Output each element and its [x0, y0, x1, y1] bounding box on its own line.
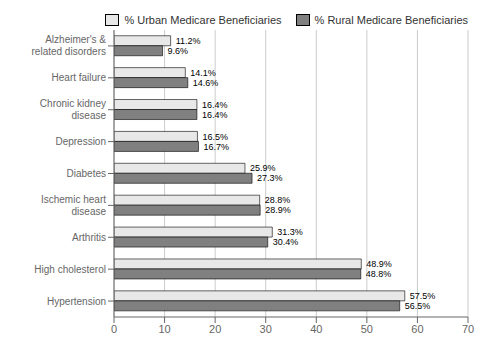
svg-text:25.9%: 25.9%: [250, 163, 276, 173]
svg-text:Diabetes: Diabetes: [67, 168, 106, 179]
svg-text:30.4%: 30.4%: [273, 237, 299, 247]
svg-text:Heart failure: Heart failure: [52, 72, 107, 83]
svg-text:16.7%: 16.7%: [203, 142, 229, 152]
svg-text:Ischemic heartdisease: Ischemic heartdisease: [41, 194, 106, 217]
svg-text:16.4%: 16.4%: [202, 100, 228, 110]
html-text:% Rural Medicare Beneficiaries: % Rural Medicare Beneficiaries: [314, 14, 468, 26]
svg-text:27.3%: 27.3%: [257, 173, 283, 183]
svg-text:Chronic kidneydisease: Chronic kidneydisease: [40, 98, 107, 121]
svg-text:11.2%: 11.2%: [176, 36, 201, 46]
svg-text:10: 10: [158, 323, 170, 335]
svg-text:31.3%: 31.3%: [277, 227, 303, 237]
svg-text:14.1%: 14.1%: [190, 68, 216, 78]
svg-text:Hypertension: Hypertension: [47, 296, 106, 307]
svg-text:9.6%: 9.6%: [168, 46, 189, 56]
svg-text:14.6%: 14.6%: [193, 78, 219, 88]
svg-text:28.9%: 28.9%: [265, 205, 291, 215]
svg-text:48.8%: 48.8%: [366, 269, 392, 279]
svg-text:Alzheimer's &related disorders: Alzheimer's &related disorders: [32, 34, 107, 57]
svg-text:57.5%: 57.5%: [410, 291, 436, 301]
svg-text:40: 40: [310, 323, 322, 335]
svg-text:60: 60: [411, 323, 423, 335]
html-text:% Urban Medicare Beneficiaries: % Urban Medicare Beneficiaries: [124, 14, 282, 26]
svg-text:28.8%: 28.8%: [265, 195, 291, 205]
svg-text:High cholesterol: High cholesterol: [34, 264, 106, 275]
svg-text:16.5%: 16.5%: [202, 132, 228, 142]
svg-text:70: 70: [462, 323, 474, 335]
svg-text:20: 20: [209, 323, 221, 335]
svg-text:48.9%: 48.9%: [366, 259, 392, 269]
svg-text:Depression: Depression: [55, 136, 106, 147]
svg-text:0: 0: [111, 323, 117, 335]
svg-text:56.5%: 56.5%: [405, 301, 431, 311]
svg-text:50: 50: [361, 323, 373, 335]
svg-text:Arthritis: Arthritis: [72, 232, 106, 243]
svg-text:30: 30: [260, 323, 272, 335]
svg-text:16.4%: 16.4%: [202, 110, 228, 120]
